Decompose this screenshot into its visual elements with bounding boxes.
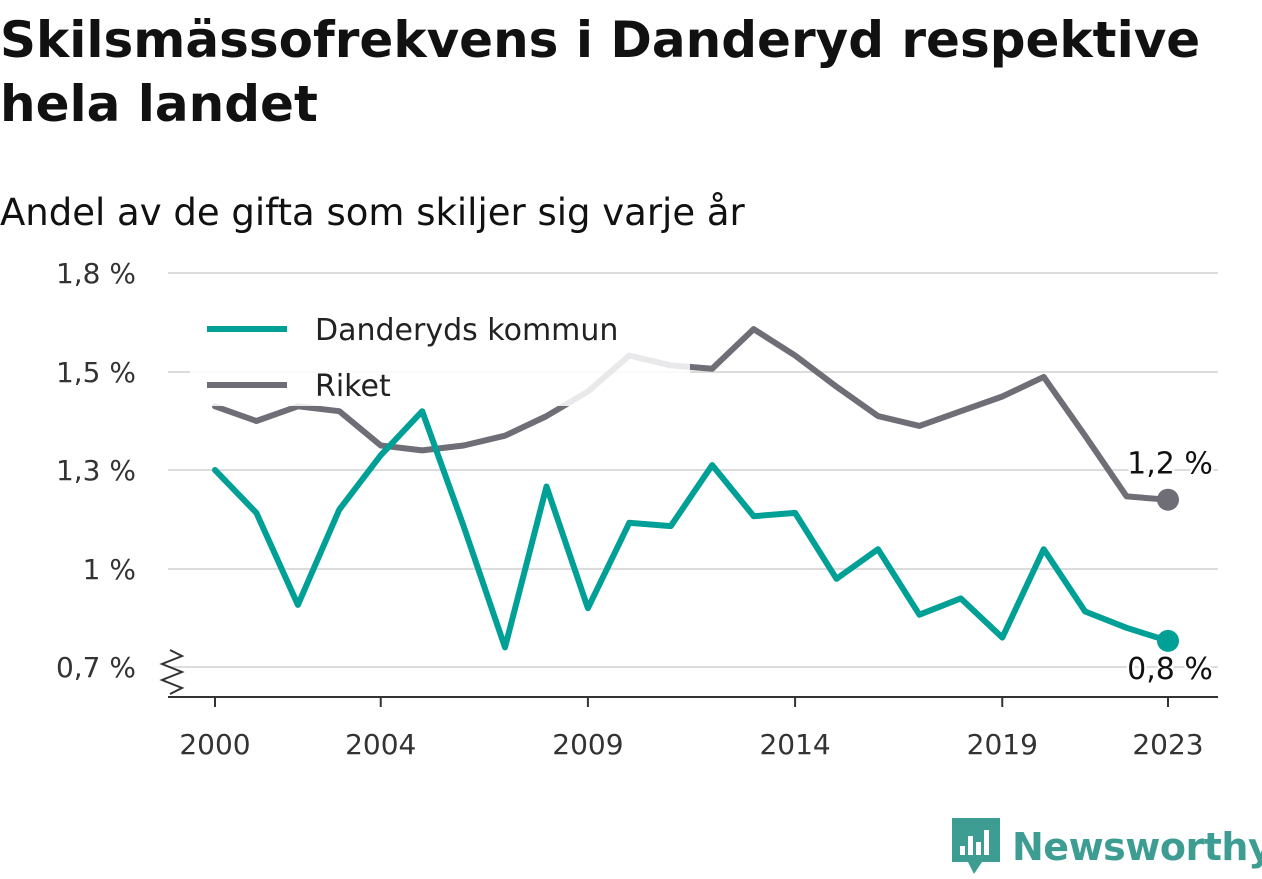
end-value-label: 1,2 %	[1127, 447, 1213, 482]
end-labels: 1,2 % 0,8 %	[1125, 444, 1216, 689]
legend-background	[190, 300, 690, 406]
y-tick-label: 1,5 %	[56, 356, 136, 389]
x-tick-label: 2023	[1132, 728, 1203, 761]
x-tick-label: 2014	[759, 728, 830, 761]
gridlines	[168, 272, 1218, 668]
end-value-label: 0,8 %	[1127, 652, 1213, 687]
legend: Danderyds kommun Riket	[190, 300, 690, 406]
y-tick-label: 0,7 %	[56, 651, 136, 684]
series-lines	[212, 326, 1179, 652]
end-point-danderyd	[1157, 629, 1179, 652]
y-tick-label: 1,3 %	[56, 454, 136, 487]
x-tick-label: 2019	[967, 728, 1038, 761]
series-line-riket	[212, 326, 1171, 503]
x-tick-label: 2000	[179, 728, 250, 761]
x-tick-label: 2004	[345, 728, 416, 761]
axis-break-icon	[159, 649, 185, 695]
y-tick-label: 1 %	[83, 553, 136, 586]
newsworthy-logo-icon	[952, 818, 1000, 874]
brand-name: Newsworthy	[1012, 825, 1262, 869]
series-line-danderyd	[212, 408, 1171, 651]
legend-label: Riket	[315, 369, 391, 404]
legend-label: Danderyds kommun	[315, 313, 618, 348]
axes: 0,7 % 1 % 1,3 % 1,5 % 1,8 % 2000 2004 2009 2014 2…	[56, 257, 1218, 761]
y-tick-label: 1,8 %	[56, 257, 136, 290]
brand-logo: Newsworthy	[952, 818, 1262, 876]
end-point-riket	[1157, 488, 1179, 511]
chart-subtitle: Andel av de gifta som skiljer sig varje …	[0, 191, 745, 234]
x-tick-label: 2009	[552, 728, 623, 761]
chart-title: Skilsmässofrekvens i Danderyd respektive…	[0, 11, 1201, 133]
